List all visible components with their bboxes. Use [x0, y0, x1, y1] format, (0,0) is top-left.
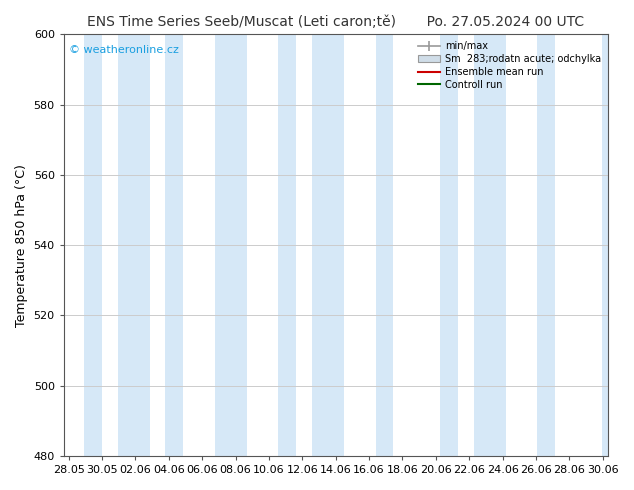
Bar — [84, 34, 101, 456]
Y-axis label: Temperature 850 hPa (°C): Temperature 850 hPa (°C) — [15, 164, 28, 327]
Bar — [602, 34, 619, 456]
Bar — [440, 34, 458, 456]
Bar — [375, 34, 393, 456]
Title: ENS Time Series Seeb/Muscat (Leti caron;tě)       Po. 27.05.2024 00 UTC: ENS Time Series Seeb/Muscat (Leti caron;… — [87, 15, 585, 29]
Bar — [215, 34, 247, 456]
Bar — [538, 34, 555, 456]
Legend: min/max, Sm  283;rodatn acute; odchylka, Ensemble mean run, Controll run: min/max, Sm 283;rodatn acute; odchylka, … — [415, 37, 605, 94]
Text: © weatheronline.cz: © weatheronline.cz — [69, 45, 179, 55]
Bar — [165, 34, 183, 456]
Bar — [474, 34, 507, 456]
Bar — [118, 34, 150, 456]
Bar — [312, 34, 344, 456]
Bar — [278, 34, 296, 456]
